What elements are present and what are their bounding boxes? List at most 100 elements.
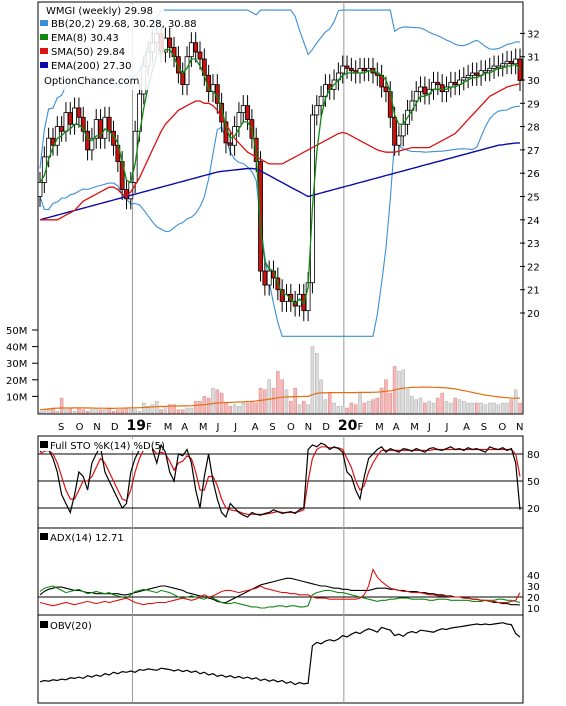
volume-bar	[332, 402, 336, 414]
volume-bar	[379, 387, 384, 414]
volume-bar	[289, 401, 293, 414]
candle-body	[76, 107, 82, 118]
x-axis-label: S	[481, 422, 487, 433]
stochastic-tick-label: 20	[527, 504, 540, 515]
volume-tick-label: 20M	[6, 376, 27, 387]
x-axis-label: S	[58, 422, 64, 433]
candle-body	[400, 123, 406, 137]
price-tick-label: 20	[527, 309, 540, 320]
candle-body	[258, 161, 263, 272]
volume-bar	[509, 399, 514, 414]
legend-bb-swatch	[40, 20, 48, 26]
legend-ema200-swatch	[40, 62, 48, 68]
volume-bar	[98, 409, 103, 414]
adx-di-line	[39, 568, 521, 607]
volume-bar	[483, 404, 488, 414]
x-axis-label: J	[427, 422, 431, 433]
candle-body	[508, 60, 514, 65]
candle-body	[37, 182, 43, 197]
candle-body	[465, 74, 471, 79]
volume-bar	[137, 411, 142, 414]
volume-bar	[401, 369, 405, 414]
candle-body	[448, 81, 454, 88]
volume-bar	[284, 389, 289, 414]
volume-bar	[302, 401, 306, 414]
ema8-line	[39, 49, 521, 306]
volume-bar	[431, 402, 436, 414]
volume-bar	[72, 411, 77, 414]
stochastic-k-line	[39, 442, 521, 519]
volume-bar	[306, 404, 310, 414]
volume-bar	[462, 401, 466, 414]
candle-body	[310, 114, 315, 284]
volume-bar	[68, 407, 73, 414]
price-tick-label: 25	[527, 193, 540, 204]
candle-body	[180, 72, 186, 86]
candle-body	[439, 84, 445, 93]
x-axis-label: F	[146, 422, 152, 433]
x-axis-label: O	[76, 422, 84, 433]
volume-bar	[120, 409, 124, 414]
x-axis-label: 20	[338, 418, 358, 434]
obv-legend: OBV(20)	[40, 619, 94, 632]
candle-body	[63, 112, 69, 132]
candle-body	[418, 86, 423, 93]
price-tick-label: 27	[527, 146, 540, 157]
volume-bar	[444, 401, 449, 414]
x-axis-label: M	[375, 422, 384, 433]
x-axis-label: O	[287, 422, 295, 433]
volume-bar	[492, 402, 496, 414]
legend-ema8: EMA(8) 30.43	[51, 33, 119, 44]
volume-bar	[85, 411, 90, 414]
candle-body	[236, 112, 242, 128]
legend-bb: BB(20,2) 29.68, 30.28, 30.88	[51, 19, 197, 30]
volume-bar	[103, 409, 107, 414]
volume-bar	[172, 404, 176, 414]
candle-body	[483, 70, 488, 73]
x-axis-label: J	[233, 422, 237, 433]
volume-bar	[163, 406, 168, 414]
volume-bar	[345, 407, 349, 414]
volume-bar	[293, 387, 297, 414]
volume-bar	[38, 411, 42, 414]
candle-body	[240, 105, 246, 114]
volume-bar	[193, 401, 198, 414]
volume-bar	[362, 402, 367, 414]
volume-bar	[410, 396, 414, 414]
volume-bar	[457, 399, 462, 414]
price-tick-label: 29	[527, 99, 540, 110]
price-tick-label: 28	[527, 123, 540, 134]
candle-body	[167, 37, 173, 48]
candle-body	[314, 105, 320, 116]
x-axis-label: A	[252, 422, 259, 433]
volume-bar	[280, 379, 284, 414]
legend-ema200: EMA(200) 27.30	[51, 61, 131, 72]
volume-bar	[167, 404, 172, 414]
candle-body	[193, 42, 199, 53]
volume-bar	[518, 402, 522, 414]
x-axis-label: M	[199, 422, 208, 433]
volume-bar	[77, 407, 81, 414]
candle-body	[67, 112, 73, 125]
volume-bar	[405, 389, 410, 414]
adx-tick-label: 30	[527, 582, 540, 593]
stochastic-swatch	[40, 441, 48, 448]
volume-bar	[397, 371, 401, 414]
candle-body	[487, 67, 493, 72]
volume-bar	[90, 409, 94, 414]
volume-bar	[323, 399, 328, 414]
adx-legend: ADX(14) 12.71	[40, 531, 124, 544]
volume-bar	[513, 389, 518, 414]
volume-bar	[327, 392, 332, 414]
price-legend: WMGI (weekly) 29.98 BB(20,2) 29.68, 30.2…	[40, 4, 197, 90]
volume-bar	[276, 371, 280, 414]
volume-bar	[366, 401, 371, 414]
x-axis-label: N	[93, 422, 100, 433]
volume-bar	[267, 379, 271, 414]
moving-averages	[39, 49, 521, 306]
volume-bar	[375, 397, 380, 414]
adx-tick-label: 40	[527, 571, 540, 582]
candle-body	[219, 102, 225, 123]
volume-tick-label: 40M	[6, 343, 27, 354]
